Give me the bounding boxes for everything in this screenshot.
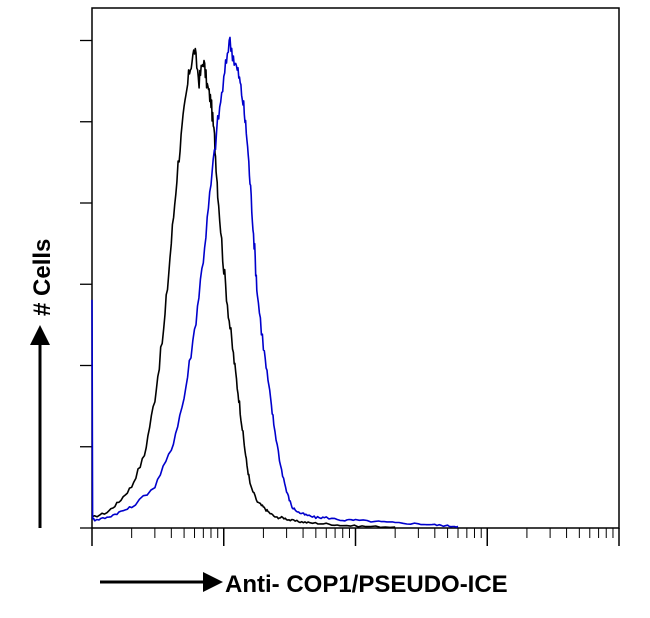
series-layer	[91, 36, 459, 529]
y-axis-label: # Cells	[29, 239, 56, 316]
x-axis-label: Anti- COP1/PSEUDO-ICE	[225, 571, 508, 598]
x-axis-arrowhead	[203, 572, 223, 592]
x-axis-ticks	[91, 528, 620, 546]
plot-frame	[91, 7, 620, 529]
y-axis-ticks	[80, 39, 92, 529]
y-axis-arrowhead	[30, 325, 50, 345]
series-line	[91, 47, 396, 529]
series-line	[91, 36, 459, 528]
